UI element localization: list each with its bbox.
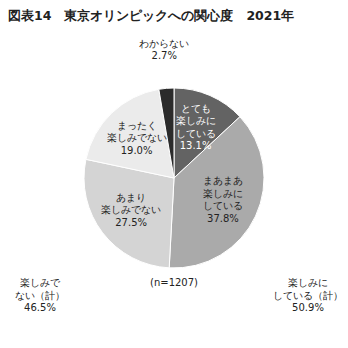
chart-container: 図表14 東京オリンピックへの関心度 2021年とても楽しみにしている13.1%… [0,0,348,348]
pie-slice [169,117,264,268]
data-label: 27.5% [115,217,147,228]
data-label: 19.0% [121,145,153,156]
chart: 図表14 東京オリンピックへの関心度 2021年とても楽しみにしている13.1%… [0,0,348,348]
annotation: 楽しみでない（計）46.5% [15,277,65,313]
annotations: 楽しみでない（計）46.5% (n=1207) 楽しみにしている（計）50.9% [15,277,343,313]
slice-label: あまり楽しみでない [101,192,161,216]
annotation: 楽しみにしている（計）50.9% [273,277,343,313]
data-label: 2.7% [152,50,177,61]
title: 図表14 東京オリンピックへの関心度 2021年 [8,8,294,23]
slice-label: とても楽しみにしている [176,103,216,139]
slices [84,88,264,268]
data-label: 13.1% [180,140,212,151]
labels: とても楽しみにしている13.1% まあまあ楽しみにしている 37.8% あまり楽しみで… [101,38,243,228]
data-label: 37.8% [207,213,239,224]
slice-label: まあまあ楽しみにしている [203,175,243,211]
annotation: (n=1207) [150,277,198,288]
slice-label: まったく楽しみでない [107,120,167,144]
slice-label: わからない [139,38,189,49]
